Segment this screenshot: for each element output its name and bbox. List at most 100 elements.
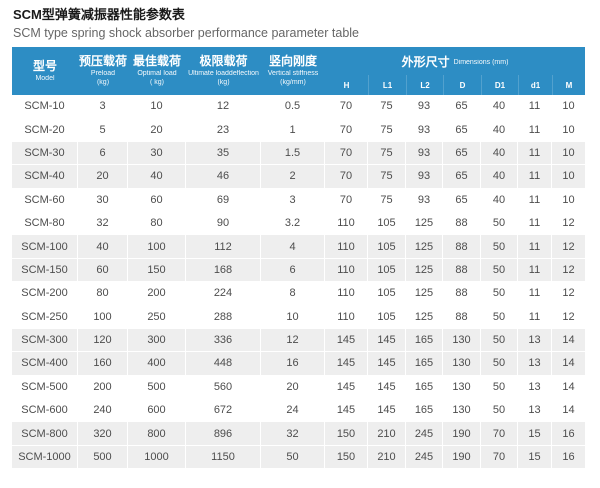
page-titles: SCM型弹簧减振器性能参数表 SCM type spring shock abs… [13, 6, 359, 41]
cell-d1: 11 [518, 118, 552, 141]
cell-D: 130 [443, 375, 481, 399]
cell-D1: 50 [481, 375, 518, 399]
cell-ultimate_load: 288 [186, 305, 261, 328]
cell-L1: 145 [368, 375, 406, 399]
cell-d1: 11 [518, 258, 552, 282]
cell-ultimate_load: 23 [186, 118, 261, 141]
cell-M: 12 [562, 217, 575, 230]
cell-L2: 165 [406, 399, 443, 422]
cell-vertical_stiffness: 8 [261, 282, 325, 305]
cell-preload: 80 [78, 282, 128, 305]
cell-D: 65 [443, 165, 481, 188]
header-subcol-D: D [443, 75, 481, 95]
cell-vertical_stiffness: 16 [261, 352, 325, 375]
cell-H: 70 [325, 141, 368, 165]
cell-D1: 40 [481, 141, 518, 165]
cell-vertical_stiffness: 50 [261, 445, 325, 469]
header-preload: 预压载荷 Preload (kg) [78, 47, 128, 95]
cell-vertical_stiffness: 24 [261, 399, 325, 422]
header-vertical-stiffness-cn: 竖向刚度 [268, 54, 317, 68]
cell-L1: 145 [368, 328, 406, 352]
cell-vertical_stiffness: 10 [261, 305, 325, 328]
header-subcol-H: H [343, 80, 350, 90]
cell-L2: 125 [406, 235, 443, 258]
cell-D: 88 [443, 305, 481, 328]
cell-L1: 105 [368, 282, 406, 305]
header-subcol-L2: L2 [406, 75, 443, 95]
cell-M: 12 [562, 263, 575, 276]
cell-d1: 11 [518, 305, 552, 328]
cell-ultimate_load: 896 [186, 422, 261, 445]
header-preload-unit: (kg) [96, 79, 110, 86]
cell-preload: 200 [78, 375, 128, 399]
table-body: SCM-10 3 10 12 0.5 70 75 93 65 40 11 10 SCM-20 5 20 23 1… [12, 95, 585, 470]
cell-L1: 105 [368, 235, 406, 258]
cell-H: 110 [325, 235, 368, 258]
cell-D1: 40 [481, 118, 518, 141]
cell-optimal_load: 150 [128, 258, 186, 282]
header-subcol-D1: D1 [481, 75, 518, 95]
cell-L2: 93 [406, 141, 443, 165]
cell-d1: 11 [518, 188, 552, 211]
cell-M: 12 [562, 240, 575, 253]
cell-preload: 20 [78, 165, 128, 188]
cell-optimal_load: 1000 [128, 445, 186, 469]
cell-optimal_load: 60 [128, 188, 186, 211]
header-dimensions-title: 外形尺寸 Dimensions (mm) [402, 47, 509, 75]
cell-M: 10 [562, 100, 575, 113]
cell-preload: 6 [78, 141, 128, 165]
cell-ultimate_load: 69 [186, 188, 261, 211]
cell-optimal_load: 250 [128, 305, 186, 328]
cell-L2: 93 [406, 118, 443, 141]
cell-D: 130 [443, 352, 481, 375]
cell-L2: 165 [406, 352, 443, 375]
cell-d1: 13 [518, 328, 552, 352]
cell-L1: 75 [368, 141, 406, 165]
header-ultimate-load-cn: 极限载荷 [199, 54, 248, 68]
cell-preload: 100 [78, 305, 128, 328]
cell-preload: 5 [78, 118, 128, 141]
cell-optimal_load: 20 [128, 118, 186, 141]
cell-ultimate_load: 46 [186, 165, 261, 188]
cell-L1: 105 [368, 305, 406, 328]
header-dimensions-subrow: H L1 L2 D D1 d1 M [325, 75, 585, 95]
header-preload-cn: 预压载荷 [78, 54, 127, 68]
header-ultimate-load: 极限载荷 Ultimate loaddeflection (kg) [186, 47, 261, 95]
cell-d1: 13 [518, 352, 552, 375]
cell-ultimate_load: 168 [186, 258, 261, 282]
cell-model: SCM-400 [12, 352, 78, 375]
cell-M: 10 [562, 170, 575, 183]
cell-L2: 125 [406, 258, 443, 282]
cell-vertical_stiffness: 2 [261, 165, 325, 188]
cell-L1: 75 [368, 165, 406, 188]
cell-d1: 15 [518, 422, 552, 445]
cell-H: 145 [325, 375, 368, 399]
cell-H: 110 [325, 282, 368, 305]
cell-L1: 210 [368, 445, 406, 469]
cell-preload: 30 [78, 188, 128, 211]
cell-optimal_load: 30 [128, 141, 186, 165]
cell-optimal_load: 10 [128, 95, 186, 118]
cell-model: SCM-500 [12, 375, 78, 399]
cell-M: 16 [562, 451, 575, 464]
cell-H: 70 [325, 188, 368, 211]
cell-d1: 11 [518, 95, 552, 118]
cell-L2: 245 [406, 445, 443, 469]
cell-H: 70 [325, 165, 368, 188]
cell-D1: 50 [481, 352, 518, 375]
cell-L1: 105 [368, 258, 406, 282]
cell-D1: 40 [481, 188, 518, 211]
table-row: SCM-10 3 10 12 0.5 70 75 93 65 40 11 10 [12, 95, 585, 119]
header-optimal-load-unit: ( kg) [150, 79, 164, 86]
cell-ultimate_load: 448 [186, 352, 261, 375]
table-row: SCM-80 32 80 90 3.2 110 105 125 88 50 11 12 [12, 211, 585, 236]
cell-ultimate_load: 672 [186, 399, 261, 422]
cell-optimal_load: 600 [128, 399, 186, 422]
cell-optimal_load: 500 [128, 375, 186, 399]
cell-H: 145 [325, 352, 368, 375]
header-model-en: Model [35, 74, 55, 82]
cell-D: 130 [443, 328, 481, 352]
cell-d1: 11 [518, 211, 552, 235]
table-row: SCM-250 100 250 288 10 110 105 125 88 50 11 12 [12, 305, 585, 329]
cell-preload: 120 [78, 328, 128, 352]
